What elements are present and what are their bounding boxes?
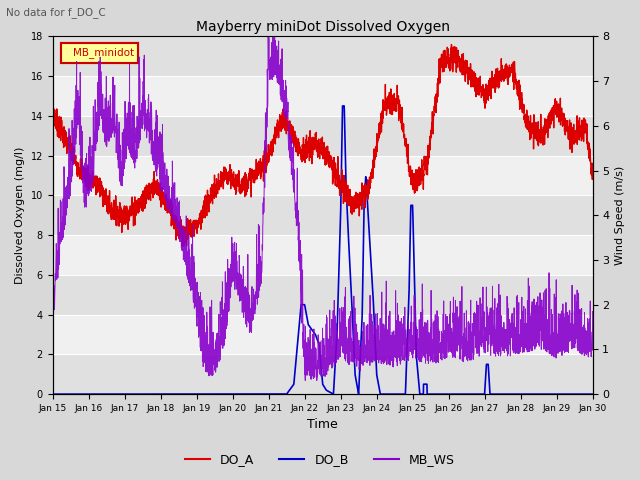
Bar	[52, 275, 593, 314]
Legend: DO_A, DO_B, MB_WS: DO_A, DO_B, MB_WS	[180, 448, 460, 471]
Bar	[52, 195, 593, 235]
Bar	[52, 354, 593, 394]
X-axis label: Time: Time	[307, 419, 338, 432]
Y-axis label: Wind Speed (m/s): Wind Speed (m/s)	[615, 166, 625, 265]
Bar	[52, 36, 593, 76]
Text: No data for f_DO_C: No data for f_DO_C	[6, 7, 106, 18]
Title: Mayberry miniDot Dissolved Oxygen: Mayberry miniDot Dissolved Oxygen	[196, 20, 450, 34]
Y-axis label: Dissolved Oxygen (mg/l): Dissolved Oxygen (mg/l)	[15, 146, 25, 284]
Legend: MB_minidot: MB_minidot	[61, 43, 138, 62]
Bar	[52, 116, 593, 156]
